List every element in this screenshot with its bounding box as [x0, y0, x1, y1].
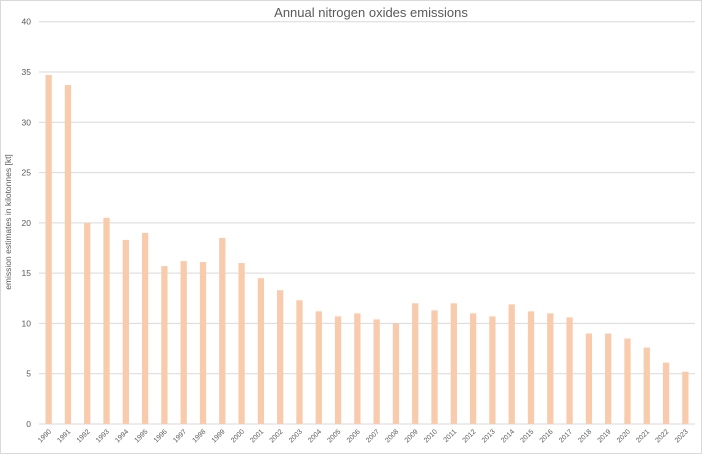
y-tick-labels: 0 5 10 15 20 25 30 35 40: [22, 17, 32, 429]
bar-2015: [527, 311, 535, 424]
bar-2022: [662, 362, 670, 424]
bar-2020: [624, 338, 631, 424]
bar-2005: [334, 316, 342, 424]
gridlines: [39, 21, 695, 425]
x-tick-label: 2005: [327, 428, 343, 444]
x-tick-label: 2018: [577, 428, 593, 444]
bar-1993: [103, 217, 110, 424]
y-tick-label: 0: [26, 419, 31, 429]
y-tick-label: 30: [22, 117, 32, 127]
bar-2001: [257, 278, 265, 424]
x-tick-label: 2003: [288, 428, 304, 444]
bar-2017: [566, 317, 573, 424]
bar-2021: [643, 347, 650, 424]
x-tick-label: 2004: [307, 428, 323, 444]
bar-2009: [412, 303, 419, 424]
bar-1998: [199, 262, 207, 424]
bar-2014: [508, 304, 515, 424]
bar-2004: [315, 311, 322, 424]
bar-2006: [354, 313, 361, 424]
x-tick-label: 2016: [539, 428, 555, 444]
x-tick-label: 2014: [500, 428, 516, 444]
x-tick-label: 2009: [404, 428, 420, 444]
bar-2016: [547, 313, 554, 424]
bar-1991: [64, 85, 72, 424]
x-tick-label: 2006: [346, 428, 362, 444]
bar-1997: [180, 261, 187, 424]
bar-2007: [373, 319, 380, 424]
bar-2019: [605, 333, 612, 424]
bar-1995: [141, 232, 149, 424]
bar-2002: [277, 290, 284, 424]
x-tick-label: 2010: [423, 428, 439, 444]
x-tick-label: 1991: [56, 428, 72, 444]
bar-1994: [122, 239, 129, 424]
x-tick-label: 1992: [76, 428, 92, 444]
x-tick-label: 1990: [37, 428, 53, 444]
bar-1990: [45, 75, 52, 424]
x-tick-label: 2000: [230, 428, 246, 444]
bar-2012: [469, 313, 477, 424]
bar-1992: [84, 222, 91, 424]
y-tick-label: 20: [22, 218, 32, 228]
bar-2011: [450, 303, 457, 424]
bar-1996: [161, 266, 168, 424]
x-tick-label: 2008: [384, 428, 400, 444]
x-tick-label: 2011: [443, 428, 459, 444]
x-tick-label: 1999: [211, 428, 227, 444]
bar-1999: [219, 237, 226, 424]
y-tick-label: 25: [22, 168, 32, 178]
x-tick-label: 1995: [134, 428, 150, 444]
bars: [45, 75, 689, 424]
bar-2003: [296, 300, 303, 424]
x-tick-label: 2017: [558, 428, 574, 444]
y-tick-label: 10: [22, 318, 32, 328]
x-tick-label: 2019: [597, 428, 613, 444]
y-tick-label: 35: [22, 67, 32, 77]
y-tick-label: 5: [26, 369, 31, 379]
x-tick-label: 2012: [462, 428, 478, 444]
bar-2000: [238, 263, 245, 424]
bar-2023: [682, 371, 689, 424]
bar-2008: [392, 323, 400, 424]
x-tick-label: 2007: [365, 428, 381, 444]
x-tick-label: 2002: [269, 428, 285, 444]
y-axis-label: emission estimates in kilotonnes [kt]: [3, 154, 13, 290]
y-tick-label: 15: [22, 268, 32, 278]
x-tick-label: 1997: [172, 428, 188, 444]
x-tick-label: 1998: [191, 428, 207, 444]
x-tick-label: 2001: [249, 428, 265, 444]
x-tick-label: 1993: [95, 428, 111, 444]
bar-2013: [489, 316, 496, 424]
x-tick-label: 2021: [635, 428, 651, 444]
x-tick-label: 1994: [114, 428, 130, 444]
x-tick-label: 2013: [481, 428, 497, 444]
x-tick-label: 1996: [153, 428, 169, 444]
x-tick-label: 2015: [519, 428, 535, 444]
x-tick-label: 2022: [655, 428, 671, 444]
bar-2018: [585, 333, 593, 424]
y-tick-label: 40: [22, 17, 32, 27]
bar-2010: [431, 310, 438, 424]
x-tick-labels: 1990 1991 1992 1993 1994 1995 1996 1997 1998 1999…: [37, 428, 690, 444]
x-tick-label: 2023: [674, 428, 690, 444]
x-tick-label: 2020: [616, 428, 632, 444]
chart-title: Annual nitrogen oxides emissions: [274, 5, 468, 20]
